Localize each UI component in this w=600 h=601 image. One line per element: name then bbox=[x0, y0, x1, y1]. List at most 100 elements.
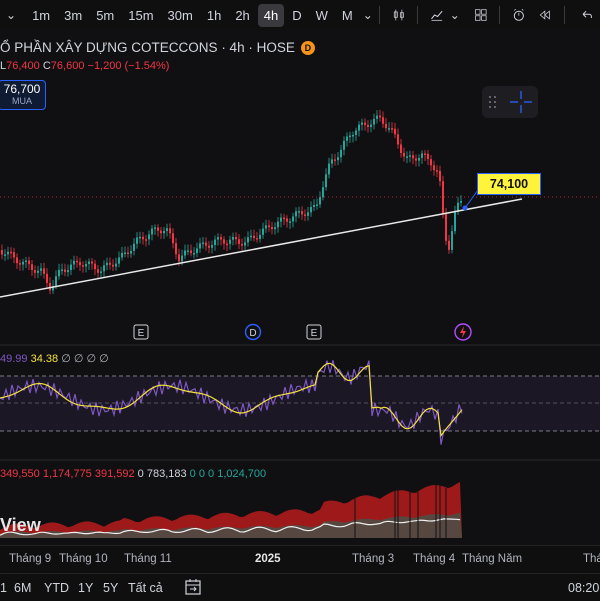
time-axis[interactable]: Tháng 9 Tháng 10 Tháng 11 2025 Tháng 3 T… bbox=[0, 545, 600, 574]
candle-body bbox=[406, 156, 408, 158]
candle-body bbox=[397, 134, 399, 145]
candle-body bbox=[22, 261, 24, 265]
timeframe-d[interactable]: D bbox=[292, 7, 302, 23]
volume-ma-line bbox=[0, 518, 461, 536]
timeframe-1h[interactable]: 1h bbox=[206, 7, 222, 23]
timeframe-1m[interactable]: 1m bbox=[32, 7, 51, 23]
time-axis-label: Tháng 4 bbox=[413, 553, 456, 565]
timeframe-15m[interactable]: 15m bbox=[128, 7, 154, 23]
candle-body bbox=[91, 261, 93, 264]
candle-body bbox=[130, 250, 132, 254]
chevron-down-icon[interactable]: ⌄ bbox=[6, 8, 17, 22]
candle-body bbox=[31, 264, 33, 271]
replay-icon[interactable] bbox=[538, 6, 552, 24]
candle-body bbox=[220, 237, 222, 240]
candle-body bbox=[118, 257, 120, 264]
toolbar-divider bbox=[378, 6, 380, 24]
candle-body bbox=[136, 237, 138, 244]
volume-value-6: 0 0 0 bbox=[189, 468, 215, 480]
candle-body bbox=[340, 149, 342, 158]
alert-icon[interactable] bbox=[512, 6, 526, 24]
range-1d[interactable]: 1 bbox=[0, 581, 7, 595]
crosshair-icon[interactable] bbox=[508, 89, 534, 115]
candle-body bbox=[286, 218, 288, 222]
range-6m[interactable]: 6M bbox=[14, 581, 32, 595]
range-5y[interactable]: 5Y bbox=[103, 581, 119, 595]
trend-line-handle[interactable] bbox=[462, 205, 468, 211]
drag-handle-icon[interactable] bbox=[488, 94, 498, 110]
candles-icon[interactable] bbox=[392, 6, 406, 24]
candle-body bbox=[388, 128, 390, 130]
candle-body bbox=[151, 228, 153, 235]
candle-body bbox=[295, 211, 297, 217]
lightning-icon[interactable] bbox=[454, 323, 472, 341]
symbol-title[interactable]: Ổ PHẦN XÂY DỰNG COTECCONS · 4h · HOSE D bbox=[0, 40, 315, 55]
price-chart-canvas[interactable]: E D E bbox=[0, 30, 600, 545]
indicators-icon[interactable] bbox=[430, 6, 444, 24]
candle-body bbox=[133, 243, 135, 251]
candle-body bbox=[442, 181, 444, 214]
timeframe-w[interactable]: W bbox=[315, 7, 328, 23]
drawing-float-toolbar[interactable] bbox=[482, 86, 538, 118]
range-1y[interactable]: 1Y bbox=[78, 581, 94, 595]
buy-button[interactable]: 76,700 MUA bbox=[0, 80, 46, 110]
candle-body bbox=[64, 269, 66, 273]
candle-body bbox=[229, 239, 231, 244]
chevron-down-icon[interactable]: ⌄ bbox=[449, 8, 460, 22]
candle-body bbox=[283, 217, 285, 220]
candle-body bbox=[259, 234, 261, 239]
change-value: −1,200 (−1.54%) bbox=[87, 60, 170, 72]
candle-body bbox=[16, 257, 18, 264]
earnings-marker[interactable]: E bbox=[306, 324, 322, 340]
timeframe-4h[interactable]: 4h bbox=[257, 3, 285, 27]
candle-body bbox=[196, 248, 198, 254]
candle-body bbox=[106, 262, 108, 266]
timeframe-30m[interactable]: 30m bbox=[167, 7, 193, 23]
templates-icon[interactable] bbox=[474, 6, 488, 24]
candle-body bbox=[115, 263, 117, 267]
candle-body bbox=[226, 243, 228, 246]
candle-body bbox=[445, 213, 447, 241]
candle-body bbox=[166, 228, 168, 231]
candle-body bbox=[451, 231, 453, 250]
candle-body bbox=[310, 206, 312, 213]
date-range-icon[interactable] bbox=[184, 578, 202, 596]
candle-body bbox=[328, 163, 330, 175]
candle-body bbox=[112, 264, 114, 267]
candle-body bbox=[409, 155, 411, 157]
dividend-marker[interactable]: D bbox=[244, 323, 262, 341]
timeframe-2h[interactable]: 2h bbox=[235, 7, 250, 23]
candle-body bbox=[28, 260, 30, 265]
candle-body bbox=[250, 235, 252, 238]
range-all[interactable]: Tất cả bbox=[128, 581, 163, 595]
candle-body bbox=[55, 276, 57, 287]
timeframe-m[interactable]: M bbox=[341, 7, 353, 23]
candle-body bbox=[274, 227, 276, 230]
candle-body bbox=[370, 124, 372, 128]
chevron-down-icon[interactable]: ⌄ bbox=[362, 8, 373, 22]
candle-body bbox=[352, 134, 354, 137]
volume-value-7: 1,024,700 bbox=[217, 468, 267, 480]
volume-bars bbox=[354, 470, 447, 538]
price-label-tag[interactable]: 74,100 bbox=[477, 173, 541, 195]
candle-body bbox=[412, 155, 414, 159]
candle-body bbox=[334, 159, 336, 161]
candle-body bbox=[364, 122, 366, 125]
trend-line[interactable] bbox=[0, 198, 523, 298]
candle-body bbox=[34, 270, 36, 273]
earnings-marker[interactable]: E bbox=[133, 324, 149, 340]
candle-body bbox=[337, 157, 339, 161]
candle-body bbox=[361, 122, 363, 125]
candle-body bbox=[241, 243, 243, 246]
candle-body bbox=[178, 254, 180, 262]
candle-body bbox=[172, 233, 174, 244]
candle-body bbox=[214, 239, 216, 245]
symbol-name[interactable]: Ổ PHẦN XÂY DỰNG COTECCONS · 4h · HOSE bbox=[0, 40, 295, 55]
range-ytd[interactable]: YTD bbox=[44, 581, 69, 595]
clock-time[interactable]: 08:20 bbox=[568, 581, 600, 595]
timeframe-5m[interactable]: 5m bbox=[96, 7, 115, 23]
delayed-badge[interactable]: D bbox=[300, 41, 315, 55]
undo-icon[interactable] bbox=[580, 6, 594, 24]
candle-body bbox=[169, 228, 171, 234]
timeframe-3m[interactable]: 3m bbox=[64, 7, 83, 23]
